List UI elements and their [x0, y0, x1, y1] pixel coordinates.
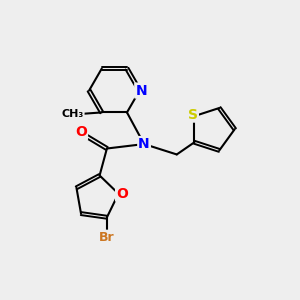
Text: Br: Br [99, 231, 115, 244]
Text: S: S [188, 108, 198, 122]
Text: N: N [135, 84, 147, 98]
Text: O: O [116, 187, 128, 201]
Text: O: O [75, 125, 87, 139]
Text: CH₃: CH₃ [61, 109, 84, 119]
Text: N: N [138, 137, 150, 151]
